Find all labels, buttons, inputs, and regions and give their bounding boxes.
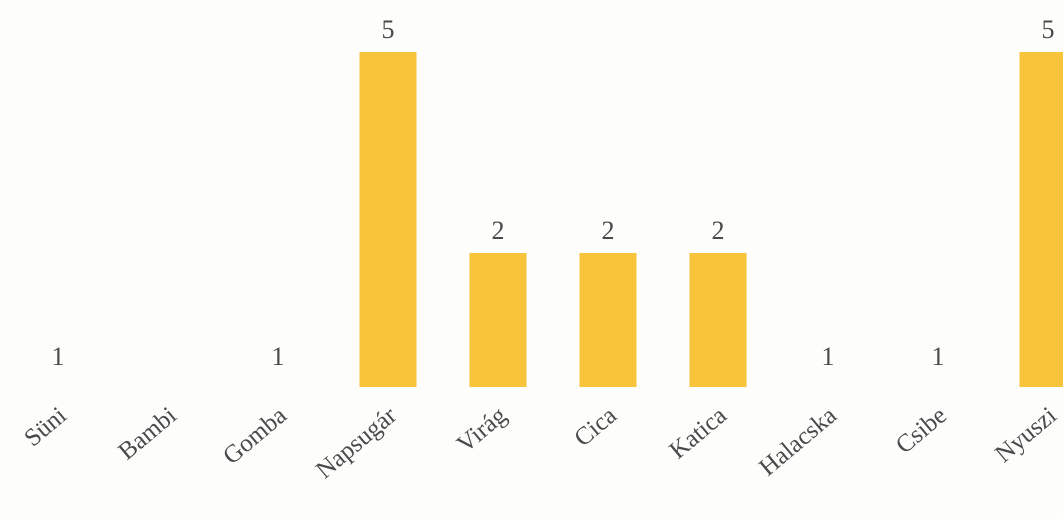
bar-6 xyxy=(690,253,747,387)
bar-5 xyxy=(580,253,637,387)
category-label-0: Süni xyxy=(19,402,72,452)
value-label-9: 5 xyxy=(1042,15,1055,44)
category-label-3: Napsugár xyxy=(311,401,402,484)
category-label-9: Nyuszi xyxy=(990,402,1062,468)
value-labels-group: 1 1 5 2 2 2 1 1 5 xyxy=(52,15,1055,371)
value-label-7: 1 xyxy=(822,342,835,371)
category-labels-group: Süni Bambi Gomba Napsugár Virág Cica Katica Hal… xyxy=(19,401,1062,484)
bar-9 xyxy=(1020,52,1063,387)
category-label-1: Bambi xyxy=(113,402,181,466)
category-label-2: Gomba xyxy=(218,402,292,470)
value-label-2: 1 xyxy=(272,342,285,371)
value-label-3: 5 xyxy=(382,15,395,44)
value-label-0: 1 xyxy=(52,342,65,371)
value-label-4: 2 xyxy=(492,216,505,245)
category-label-7: Halacska xyxy=(754,402,842,482)
category-label-8: Csibe xyxy=(891,402,952,459)
category-label-5: Cica xyxy=(569,402,621,452)
value-label-5: 2 xyxy=(602,216,615,245)
bar-4 xyxy=(470,253,527,387)
category-label-6: Katica xyxy=(665,402,732,465)
value-label-6: 2 xyxy=(712,216,725,245)
bar-3 xyxy=(360,52,417,387)
category-label-4: Virág xyxy=(452,402,512,459)
value-label-8: 1 xyxy=(932,342,945,371)
